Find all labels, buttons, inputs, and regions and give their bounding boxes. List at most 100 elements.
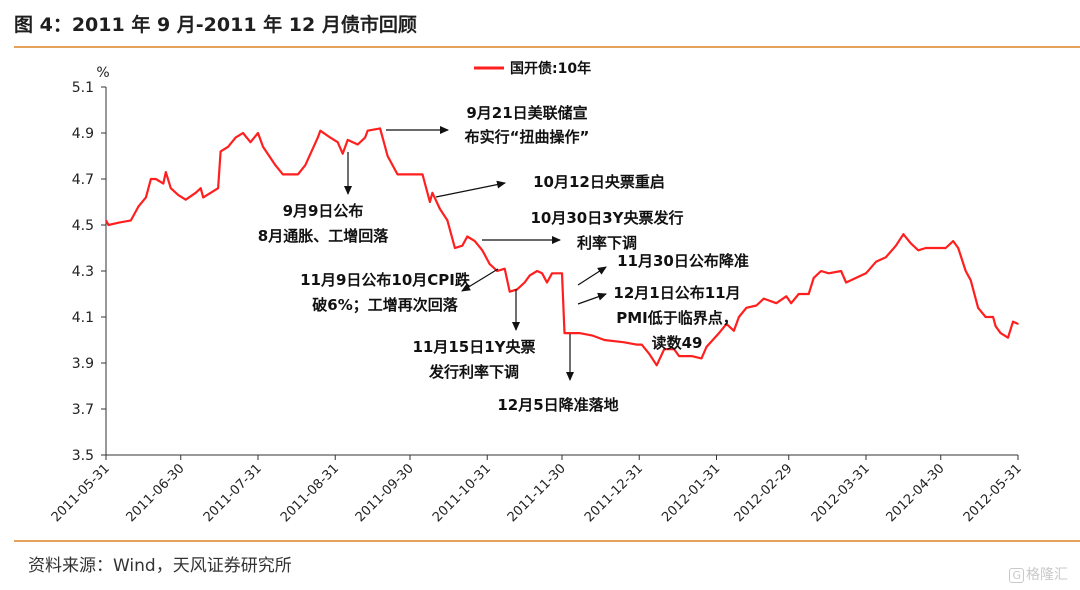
data-point xyxy=(274,164,277,166)
data-point xyxy=(551,272,553,275)
watermark-text: 格隆汇 xyxy=(1026,567,1068,583)
data-point xyxy=(910,242,912,245)
data-point xyxy=(346,139,349,141)
x-tick-label: 2011-12-31 xyxy=(582,461,646,525)
y-tick-label: 3.5 xyxy=(72,448,94,464)
data-point xyxy=(840,270,842,272)
data-point xyxy=(591,334,593,337)
annotation-text: 利率下调 xyxy=(577,234,637,252)
data-point xyxy=(673,348,675,351)
data-point xyxy=(177,194,180,196)
data-point xyxy=(242,132,244,134)
data-point xyxy=(297,173,299,176)
data-point xyxy=(431,192,434,194)
y-tick-label: 3.7 xyxy=(72,402,94,418)
top-divider xyxy=(14,46,1080,48)
annotation-text: 12月5日降准落地 xyxy=(497,396,618,414)
data-point xyxy=(820,270,822,272)
data-point xyxy=(690,355,693,357)
annotation-text: 破6%；工增再次回落 xyxy=(312,296,458,314)
watermark-icon: G xyxy=(1009,568,1024,583)
data-point xyxy=(775,302,778,305)
data-point xyxy=(107,224,110,226)
data-point xyxy=(262,146,264,148)
data-point xyxy=(466,235,469,238)
x-tick-label: 2012-02-29 xyxy=(732,461,796,525)
data-point xyxy=(797,293,800,295)
data-point xyxy=(488,263,491,265)
x-tick-label: 2011-06-30 xyxy=(124,461,188,525)
data-point xyxy=(725,323,728,325)
data-point xyxy=(454,247,456,249)
data-point xyxy=(875,261,877,263)
data-point xyxy=(257,132,259,134)
data-point xyxy=(461,244,464,247)
annotation-text: 10月30日3Y央票发行 xyxy=(530,209,683,227)
data-point xyxy=(964,270,967,272)
data-point xyxy=(217,187,219,189)
y-tick-label: 4.7 xyxy=(72,172,94,188)
data-point xyxy=(523,281,526,284)
data-point xyxy=(1017,323,1019,325)
data-point xyxy=(984,316,987,318)
data-point xyxy=(623,341,626,344)
data-point xyxy=(508,290,511,293)
data-point xyxy=(827,272,830,275)
data-point xyxy=(202,196,204,199)
data-point xyxy=(655,364,658,367)
x-tick-label: 2011-05-31 xyxy=(49,461,113,525)
data-point xyxy=(763,297,765,300)
annotation-arrow xyxy=(577,266,607,286)
data-point xyxy=(429,201,431,203)
data-point xyxy=(733,330,735,332)
annotation-arrow xyxy=(435,180,506,198)
data-point xyxy=(738,316,740,318)
data-point xyxy=(807,293,810,295)
data-point xyxy=(994,325,997,328)
data-point xyxy=(790,302,792,305)
annotation-text: 11月15日1Y央票 xyxy=(412,338,535,356)
figure-title: 图 4：2011 年 9 月-2011 年 12 月债市回顾 xyxy=(14,14,417,36)
data-point xyxy=(356,143,359,146)
data-point xyxy=(640,343,643,346)
annotation-arrow xyxy=(461,268,499,292)
data-point xyxy=(546,281,548,284)
data-point xyxy=(117,221,120,224)
annotation-text: 布实行“扭曲操作” xyxy=(465,128,590,146)
data-point xyxy=(474,240,476,242)
data-point xyxy=(304,164,307,166)
data-point xyxy=(155,178,157,180)
data-point xyxy=(446,219,449,222)
y-tick-label: 4.9 xyxy=(72,126,94,142)
data-point xyxy=(249,141,252,143)
data-point xyxy=(481,249,484,252)
data-point xyxy=(999,332,1002,334)
data-point xyxy=(528,274,531,277)
data-point xyxy=(366,129,369,132)
x-tick-label: 2012-04-30 xyxy=(884,461,948,525)
y-tick-label: 4.5 xyxy=(72,218,94,234)
data-point xyxy=(209,192,212,194)
y-tick-label: 4.3 xyxy=(72,264,94,280)
data-point xyxy=(812,277,815,279)
data-point xyxy=(917,249,920,252)
data-point xyxy=(282,173,284,176)
data-point xyxy=(105,219,107,222)
data-point xyxy=(603,339,606,341)
data-point xyxy=(234,136,237,139)
data-point xyxy=(895,244,897,247)
data-point xyxy=(396,173,399,176)
data-point xyxy=(386,155,389,157)
annotation-text: 10月12日央票重启 xyxy=(533,173,665,191)
data-point xyxy=(745,307,748,309)
data-point xyxy=(227,146,229,148)
data-point xyxy=(865,272,867,275)
data-point xyxy=(317,136,319,139)
data-point xyxy=(957,247,959,249)
source-note: 资料来源：Wind，天风证券研究所 xyxy=(28,556,292,576)
annotation-text: 11月9日公布10月CPI跌 xyxy=(300,271,471,289)
data-point xyxy=(379,127,381,130)
data-point xyxy=(336,141,339,143)
